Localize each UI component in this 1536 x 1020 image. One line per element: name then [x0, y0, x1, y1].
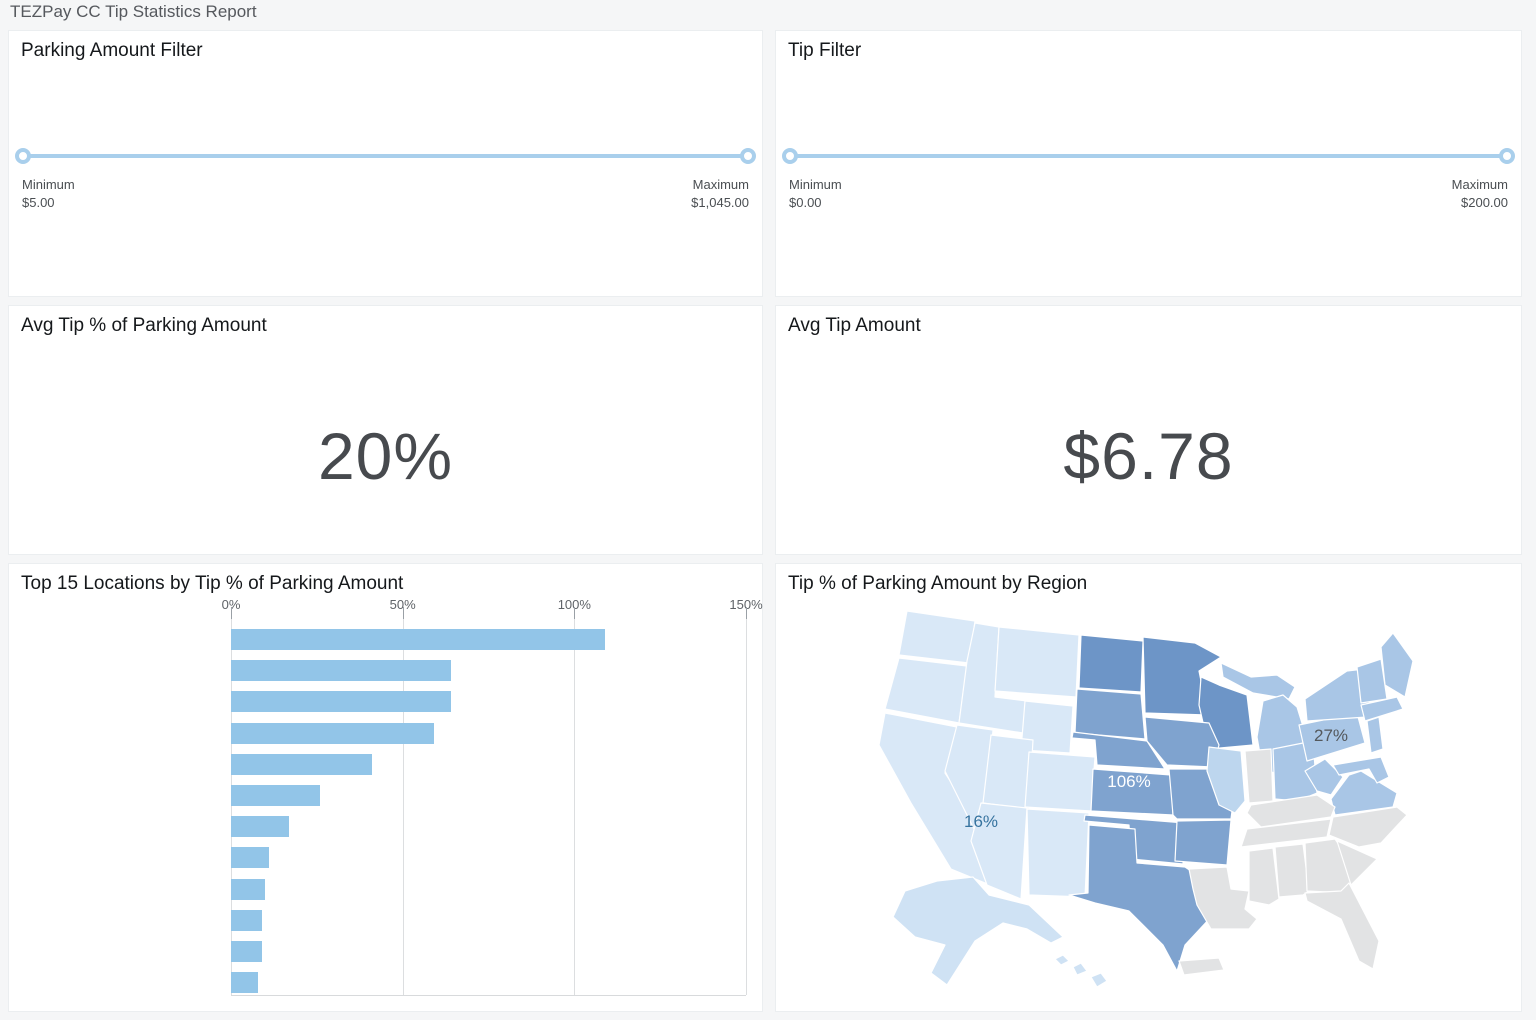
state-il[interactable]: [1206, 746, 1246, 814]
state-va[interactable]: [1330, 770, 1398, 816]
state-nj[interactable]: [1366, 716, 1384, 754]
panel-title: Avg Tip % of Parking Amount: [21, 315, 267, 336]
x-tick-label: 50%: [389, 597, 416, 612]
axis-tick-mark: [574, 607, 576, 619]
state-ky[interactable]: [1246, 794, 1336, 828]
location-bar[interactable]: [231, 816, 290, 838]
slider-min-handle[interactable]: [15, 148, 31, 164]
state-sc[interactable]: [1336, 840, 1378, 886]
state-in[interactable]: [1244, 748, 1274, 804]
min-value: $5.00: [22, 195, 55, 210]
state-mt[interactable]: [994, 626, 1080, 698]
min-label: Minimum: [789, 177, 842, 192]
state-wv[interactable]: [1304, 758, 1344, 796]
location-bar[interactable]: [231, 753, 372, 775]
state-sd[interactable]: [1074, 688, 1146, 740]
max-value: $200.00: [1461, 195, 1508, 210]
x-tick-label: 150%: [729, 597, 763, 612]
state-or[interactable]: [884, 657, 968, 724]
location-bar[interactable]: [231, 972, 259, 994]
slider-max-caption: Maximum $200.00: [1452, 176, 1508, 212]
state-al[interactable]: [1274, 843, 1310, 898]
state-nd[interactable]: [1078, 634, 1144, 693]
avg-tip-amount-panel: Avg Tip Amount $6.78: [775, 305, 1522, 555]
state-tx[interactable]: [1068, 824, 1220, 972]
x-tick-label: 0%: [221, 597, 241, 612]
state-ms[interactable]: [1248, 847, 1280, 906]
bar-plot: [231, 607, 747, 996]
gridline: [231, 619, 232, 995]
location-bar[interactable]: [231, 722, 434, 744]
state-fl[interactable]: [1304, 882, 1380, 970]
location-bar[interactable]: [231, 785, 321, 806]
min-label: Minimum: [22, 177, 75, 192]
panel-title: Top 15 Locations by Tip % of Parking Amo…: [21, 573, 404, 594]
state-wa[interactable]: [898, 610, 976, 664]
state-ak[interactable]: [892, 876, 1064, 986]
max-label: Maximum: [692, 177, 749, 192]
parking-filter-panel: Parking Amount Filter Minimum $5.00 Maxi…: [8, 30, 763, 297]
tip-pct-map-panel: Tip % of Parking Amount by Region: [775, 563, 1522, 1012]
map-label-northeast: 27%: [1314, 726, 1348, 745]
max-label: Maximum: [1451, 177, 1508, 192]
state-md-de[interactable]: [1332, 756, 1390, 784]
state-tn[interactable]: [1240, 818, 1332, 848]
location-bar[interactable]: [231, 909, 262, 931]
slider-min-caption: Minimum $5.00: [22, 176, 75, 212]
parking-range-slider[interactable]: [15, 148, 756, 164]
gridline: [574, 619, 576, 995]
tip-range-slider[interactable]: [782, 148, 1515, 164]
location-bar[interactable]: [231, 629, 606, 650]
state-nm[interactable]: [1026, 808, 1090, 898]
location-bar[interactable]: [231, 847, 269, 869]
dashboard-title: TEZPay CC Tip Statistics Report: [10, 2, 257, 21]
axis-tick-mark: [746, 607, 747, 619]
territory-pr[interactable]: [1178, 957, 1225, 976]
location-bar[interactable]: [231, 660, 451, 682]
axis-tick-mark: [231, 607, 232, 619]
x-axis-labels: 0% 50% 100% 150%: [222, 597, 763, 613]
state-co[interactable]: [1024, 751, 1096, 812]
slider-min-handle[interactable]: [782, 148, 798, 164]
panel-title: Avg Tip Amount: [788, 315, 921, 336]
state-wy[interactable]: [1020, 700, 1074, 754]
panel-title: Tip % of Parking Amount by Region: [788, 573, 1088, 594]
axis-tick-mark: [402, 607, 404, 619]
slider-min-caption: Minimum $0.00: [789, 176, 842, 212]
map-label-west: 16%: [964, 812, 998, 831]
top-locations-chart-panel: Top 15 Locations by Tip % of Parking Amo…: [8, 563, 763, 1012]
tip-filter-panel: Tip Filter Minimum $0.00 Maximum $200.00: [775, 30, 1522, 297]
us-choropleth-map: 27% 106% 16%: [879, 610, 1414, 988]
avg-tip-pct-panel: Avg Tip % of Parking Amount 20%: [8, 305, 763, 555]
min-value: $0.00: [789, 195, 822, 210]
state-la[interactable]: [1188, 866, 1258, 930]
slider-max-handle[interactable]: [740, 148, 756, 164]
state-hi[interactable]: [1072, 962, 1088, 976]
state-mi-upper[interactable]: [1220, 662, 1296, 700]
state-vt-nh[interactable]: [1356, 658, 1388, 704]
gridline: [746, 619, 747, 995]
state-nc[interactable]: [1328, 806, 1408, 848]
map-label-central: 106%: [1107, 772, 1150, 791]
x-tick-label: 100%: [557, 597, 591, 612]
location-bar[interactable]: [231, 878, 266, 900]
state-hi[interactable]: [1090, 972, 1108, 988]
avg-tip-pct-value: 20%: [317, 419, 454, 493]
state-hi[interactable]: [1054, 954, 1070, 966]
state-ar[interactable]: [1174, 819, 1232, 866]
slider-track[interactable]: [28, 154, 743, 158]
state-az[interactable]: [970, 802, 1028, 900]
max-value: $1,045.00: [691, 195, 749, 210]
slider-track[interactable]: [795, 154, 1502, 158]
slider-max-handle[interactable]: [1499, 148, 1515, 164]
state-ma-ct-ri[interactable]: [1360, 696, 1404, 722]
panel-title: Parking Amount Filter: [21, 40, 203, 61]
avg-tip-amount-value: $6.78: [1063, 419, 1234, 493]
gridline: [402, 619, 404, 995]
panel-title: Tip Filter: [788, 40, 862, 61]
slider-max-caption: Maximum $1,045.00: [691, 176, 749, 212]
location-bar[interactable]: [231, 691, 451, 713]
location-bar[interactable]: [231, 941, 262, 962]
